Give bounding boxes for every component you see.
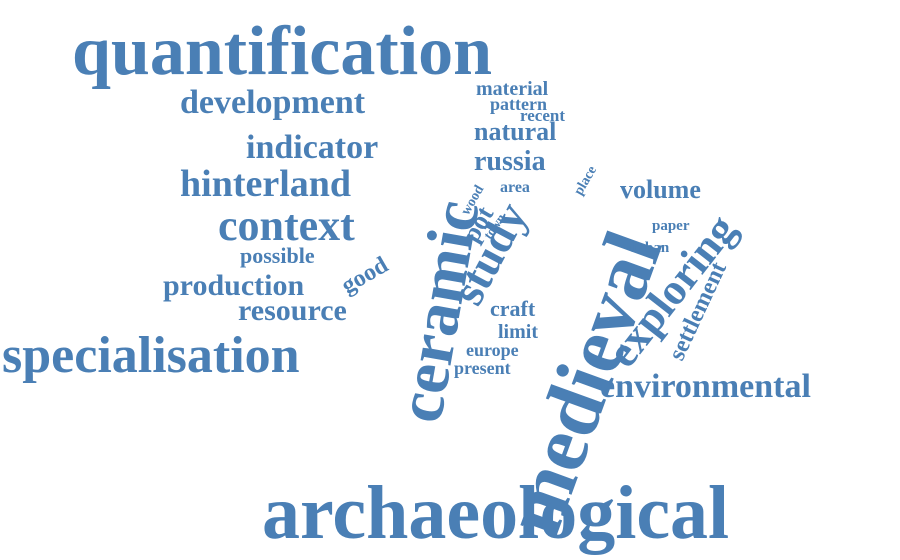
word-russia: russia — [474, 146, 546, 177]
word-material: material — [476, 78, 549, 100]
word-environmental: environmental — [600, 368, 811, 405]
word-place: place — [571, 164, 600, 198]
word-production: production — [163, 269, 304, 302]
word-limit: limit — [498, 321, 538, 343]
word-indicator: indicator — [246, 129, 378, 166]
word-possible: possible — [240, 243, 315, 268]
word-context: context — [218, 201, 355, 250]
word-volume: volume — [620, 175, 701, 204]
word-specialisation: specialisation — [2, 327, 300, 384]
word-hinterland: hinterland — [180, 163, 351, 205]
word-quantification: quantification — [72, 13, 492, 90]
word-natural: natural — [474, 117, 556, 146]
word-urban: urban — [630, 240, 670, 256]
word-present: present — [454, 358, 511, 378]
word-development: development — [180, 84, 366, 121]
word-recent: recent — [520, 106, 565, 125]
word-area: area — [500, 179, 530, 196]
word-resource: resource — [238, 294, 347, 327]
word-archaeological: archaeological — [262, 471, 729, 555]
word-good: good — [337, 252, 393, 300]
word-craft: craft — [490, 296, 536, 321]
word-paper: paper — [652, 218, 690, 234]
word-pattern: pattern — [490, 94, 547, 114]
word-europe: europe — [466, 340, 519, 360]
